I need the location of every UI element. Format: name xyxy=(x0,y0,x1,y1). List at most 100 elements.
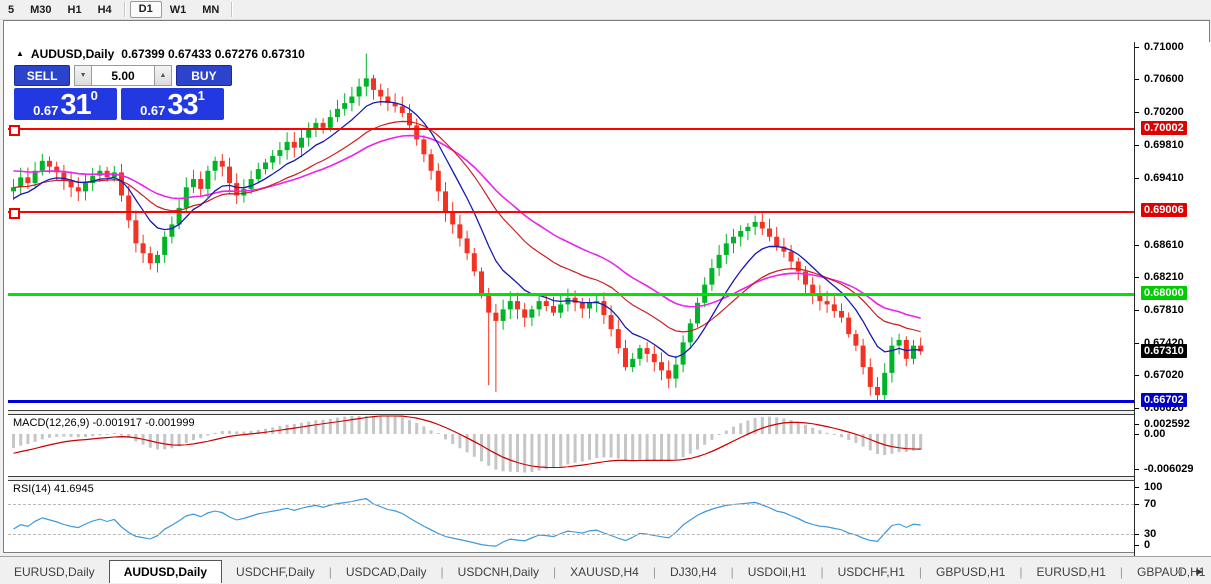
price-tick-label: 0.70600 xyxy=(1144,73,1184,85)
sell-quote-box[interactable]: 0.67 31 0 xyxy=(14,88,117,120)
volume-input[interactable] xyxy=(92,65,154,86)
buy-price-point: 1 xyxy=(197,88,205,103)
timeframe-button-w1[interactable]: W1 xyxy=(169,3,187,16)
axis-tick-mark xyxy=(1135,245,1139,246)
chart-tab-usdoil-h1[interactable]: USDOil,H1 xyxy=(747,565,807,579)
chart-symbol-label: AUDUSD,Daily xyxy=(30,47,115,61)
hline-green-0.68000[interactable] xyxy=(8,293,1134,296)
sell-button[interactable]: SELL xyxy=(14,65,71,86)
chart-tab-eurusd-h1[interactable]: EURUSD,H1 xyxy=(1036,565,1106,579)
rsi-level-70-line xyxy=(8,504,1134,505)
chart-tab-gbpaud-h1[interactable]: GBPAUD,H1 xyxy=(1137,565,1206,579)
macd-label: MACD(12,26,9) -0.001917 -0.001999 xyxy=(13,417,195,429)
rsi-scale-label: 0 xyxy=(1144,539,1151,551)
axis-tick-mark xyxy=(1135,47,1139,48)
tab-separator: | xyxy=(328,565,332,579)
axis-tick-mark xyxy=(1135,469,1139,470)
tab-separator: | xyxy=(440,565,444,579)
chart-tab-dj30-h4[interactable]: DJ30,H4 xyxy=(669,565,717,579)
macd-scale-label: 0.002592 xyxy=(1144,418,1190,430)
price-level-label-resistance-1: 0.70002 xyxy=(1141,121,1187,135)
chart-window: ▲ AUDUSD,Daily 0.67399 0.67433 0.67276 0… xyxy=(2,20,1211,575)
price-level-label-resistance-2: 0.69006 xyxy=(1141,203,1187,217)
timeframe-button-5[interactable]: 5 xyxy=(8,3,15,16)
axis-tick-mark xyxy=(1135,277,1139,278)
chart-title: ▲ AUDUSD,Daily 0.67399 0.67433 0.67276 0… xyxy=(16,47,305,61)
price-axis[interactable]: 0.71000 0.70600 0.70200 0.69810 0.69410 0.686… xyxy=(1134,41,1211,556)
volume-decrease-button[interactable]: ▼ xyxy=(74,65,92,86)
chart-ohlc-values: 0.67399 0.67433 0.67276 0.67310 xyxy=(121,47,305,61)
chart-tab-xauusd-h4[interactable]: XAUUSD,H4 xyxy=(570,565,639,579)
tab-separator: | xyxy=(1019,565,1023,579)
axis-tick-mark xyxy=(1135,408,1139,409)
chart-tab-bar: EURUSD,Daily AUDUSD,Daily USDCHF,Daily | USD… xyxy=(0,556,1211,583)
price-tick-label: 0.68610 xyxy=(1144,239,1184,251)
one-click-panel-toggle-icon[interactable]: ▲ xyxy=(16,48,24,58)
timeframe-button-d1[interactable]: D1 xyxy=(129,1,162,18)
hline-red-0.70002[interactable] xyxy=(8,125,1134,136)
macd-indicator-canvas[interactable] xyxy=(8,415,1134,476)
timeframe-button-m30[interactable]: M30 xyxy=(30,3,52,16)
hline-blue-0.66702[interactable] xyxy=(8,400,1134,403)
axis-tick-mark xyxy=(1135,310,1139,311)
toolbar-separator xyxy=(231,2,234,17)
rsi-indicator-canvas[interactable] xyxy=(8,481,1134,555)
buy-price-prefix: 0.67 xyxy=(140,103,166,118)
hline-anchor-handle[interactable] xyxy=(9,208,20,219)
buy-quote-box[interactable]: 0.67 33 1 xyxy=(121,88,224,120)
rsi-scale-label: 100 xyxy=(1144,481,1163,493)
axis-tick-mark xyxy=(1135,534,1139,535)
axis-tick-mark xyxy=(1135,504,1139,505)
axis-tick-mark xyxy=(1135,434,1139,435)
price-tick-label: 0.69810 xyxy=(1144,139,1184,151)
axis-tick-mark xyxy=(1135,145,1139,146)
tab-separator: | xyxy=(652,565,656,579)
axis-tick-mark xyxy=(1135,112,1139,113)
tab-scroll-right-icon[interactable]: ► xyxy=(1194,566,1205,578)
price-tick-label: 0.69410 xyxy=(1144,172,1184,184)
one-click-trade-panel: SELL ▼ ▲ BUY 0.67 31 0 0.67 33 1 xyxy=(14,65,232,120)
price-level-label-support-blue: 0.66702 xyxy=(1141,393,1187,407)
hline-red-0.69006[interactable] xyxy=(8,208,1134,219)
axis-tick-mark xyxy=(1135,424,1139,425)
timeframe-button-h4[interactable]: H4 xyxy=(97,3,112,16)
tab-separator: | xyxy=(553,565,557,579)
rsi-level-30-line xyxy=(8,534,1134,535)
chart-tab-audusd-daily[interactable]: AUDUSD,Daily xyxy=(108,560,223,583)
buy-price-pips: 33 xyxy=(167,89,198,121)
sell-price-point: 0 xyxy=(90,88,98,103)
chart-tab-usdcnh-daily[interactable]: USDCNH,Daily xyxy=(457,565,540,579)
buy-button[interactable]: BUY xyxy=(175,65,232,86)
timeframe-button-mn[interactable]: MN xyxy=(202,3,220,16)
axis-tick-mark xyxy=(1135,487,1139,488)
rsi-pane-separator[interactable] xyxy=(8,476,1134,481)
toolbar-separator xyxy=(123,2,126,17)
timeframe-toolbar: 5 M30 H1 H4 D1 W1 MN xyxy=(0,0,1211,20)
price-tick-label: 0.67020 xyxy=(1144,369,1184,381)
sell-price-pips: 31 xyxy=(60,89,91,121)
tab-separator: | xyxy=(730,565,734,579)
tab-scroll-left-icon[interactable]: ◄ xyxy=(1173,566,1185,578)
chart-tab-eurusd-daily[interactable]: EURUSD,Daily xyxy=(14,565,95,579)
price-tick-label: 0.67810 xyxy=(1144,304,1184,316)
macd-pane-separator[interactable] xyxy=(8,410,1134,415)
axis-tick-mark xyxy=(1135,79,1139,80)
chart-tab-usdchf-h1[interactable]: USDCHF,H1 xyxy=(837,565,905,579)
tab-separator: | xyxy=(820,565,824,579)
rsi-label: RSI(14) 41.6945 xyxy=(13,483,94,495)
axis-tick-mark xyxy=(1135,375,1139,376)
price-tick-label: 0.71000 xyxy=(1144,41,1184,53)
chart-tab-usdcad-daily[interactable]: USDCAD,Daily xyxy=(345,565,427,579)
volume-increase-button[interactable]: ▲ xyxy=(154,65,172,86)
axis-tick-mark xyxy=(1135,178,1139,179)
timeframe-button-h1[interactable]: H1 xyxy=(67,3,82,16)
chart-tab-gbpusd-h1[interactable]: GBPUSD,H1 xyxy=(936,565,1006,579)
hline-anchor-handle[interactable] xyxy=(9,125,20,136)
chart-tab-usdchf-daily[interactable]: USDCHF,Daily xyxy=(236,565,315,579)
axis-tick-mark xyxy=(1135,343,1139,344)
price-level-label-support-green: 0.68000 xyxy=(1141,286,1187,300)
price-level-label-current-bid: 0.67310 xyxy=(1141,344,1187,358)
price-tick-label: 0.70200 xyxy=(1144,106,1184,118)
axis-tick-mark xyxy=(1135,545,1139,546)
macd-scale-label: 0.00 xyxy=(1144,428,1166,440)
